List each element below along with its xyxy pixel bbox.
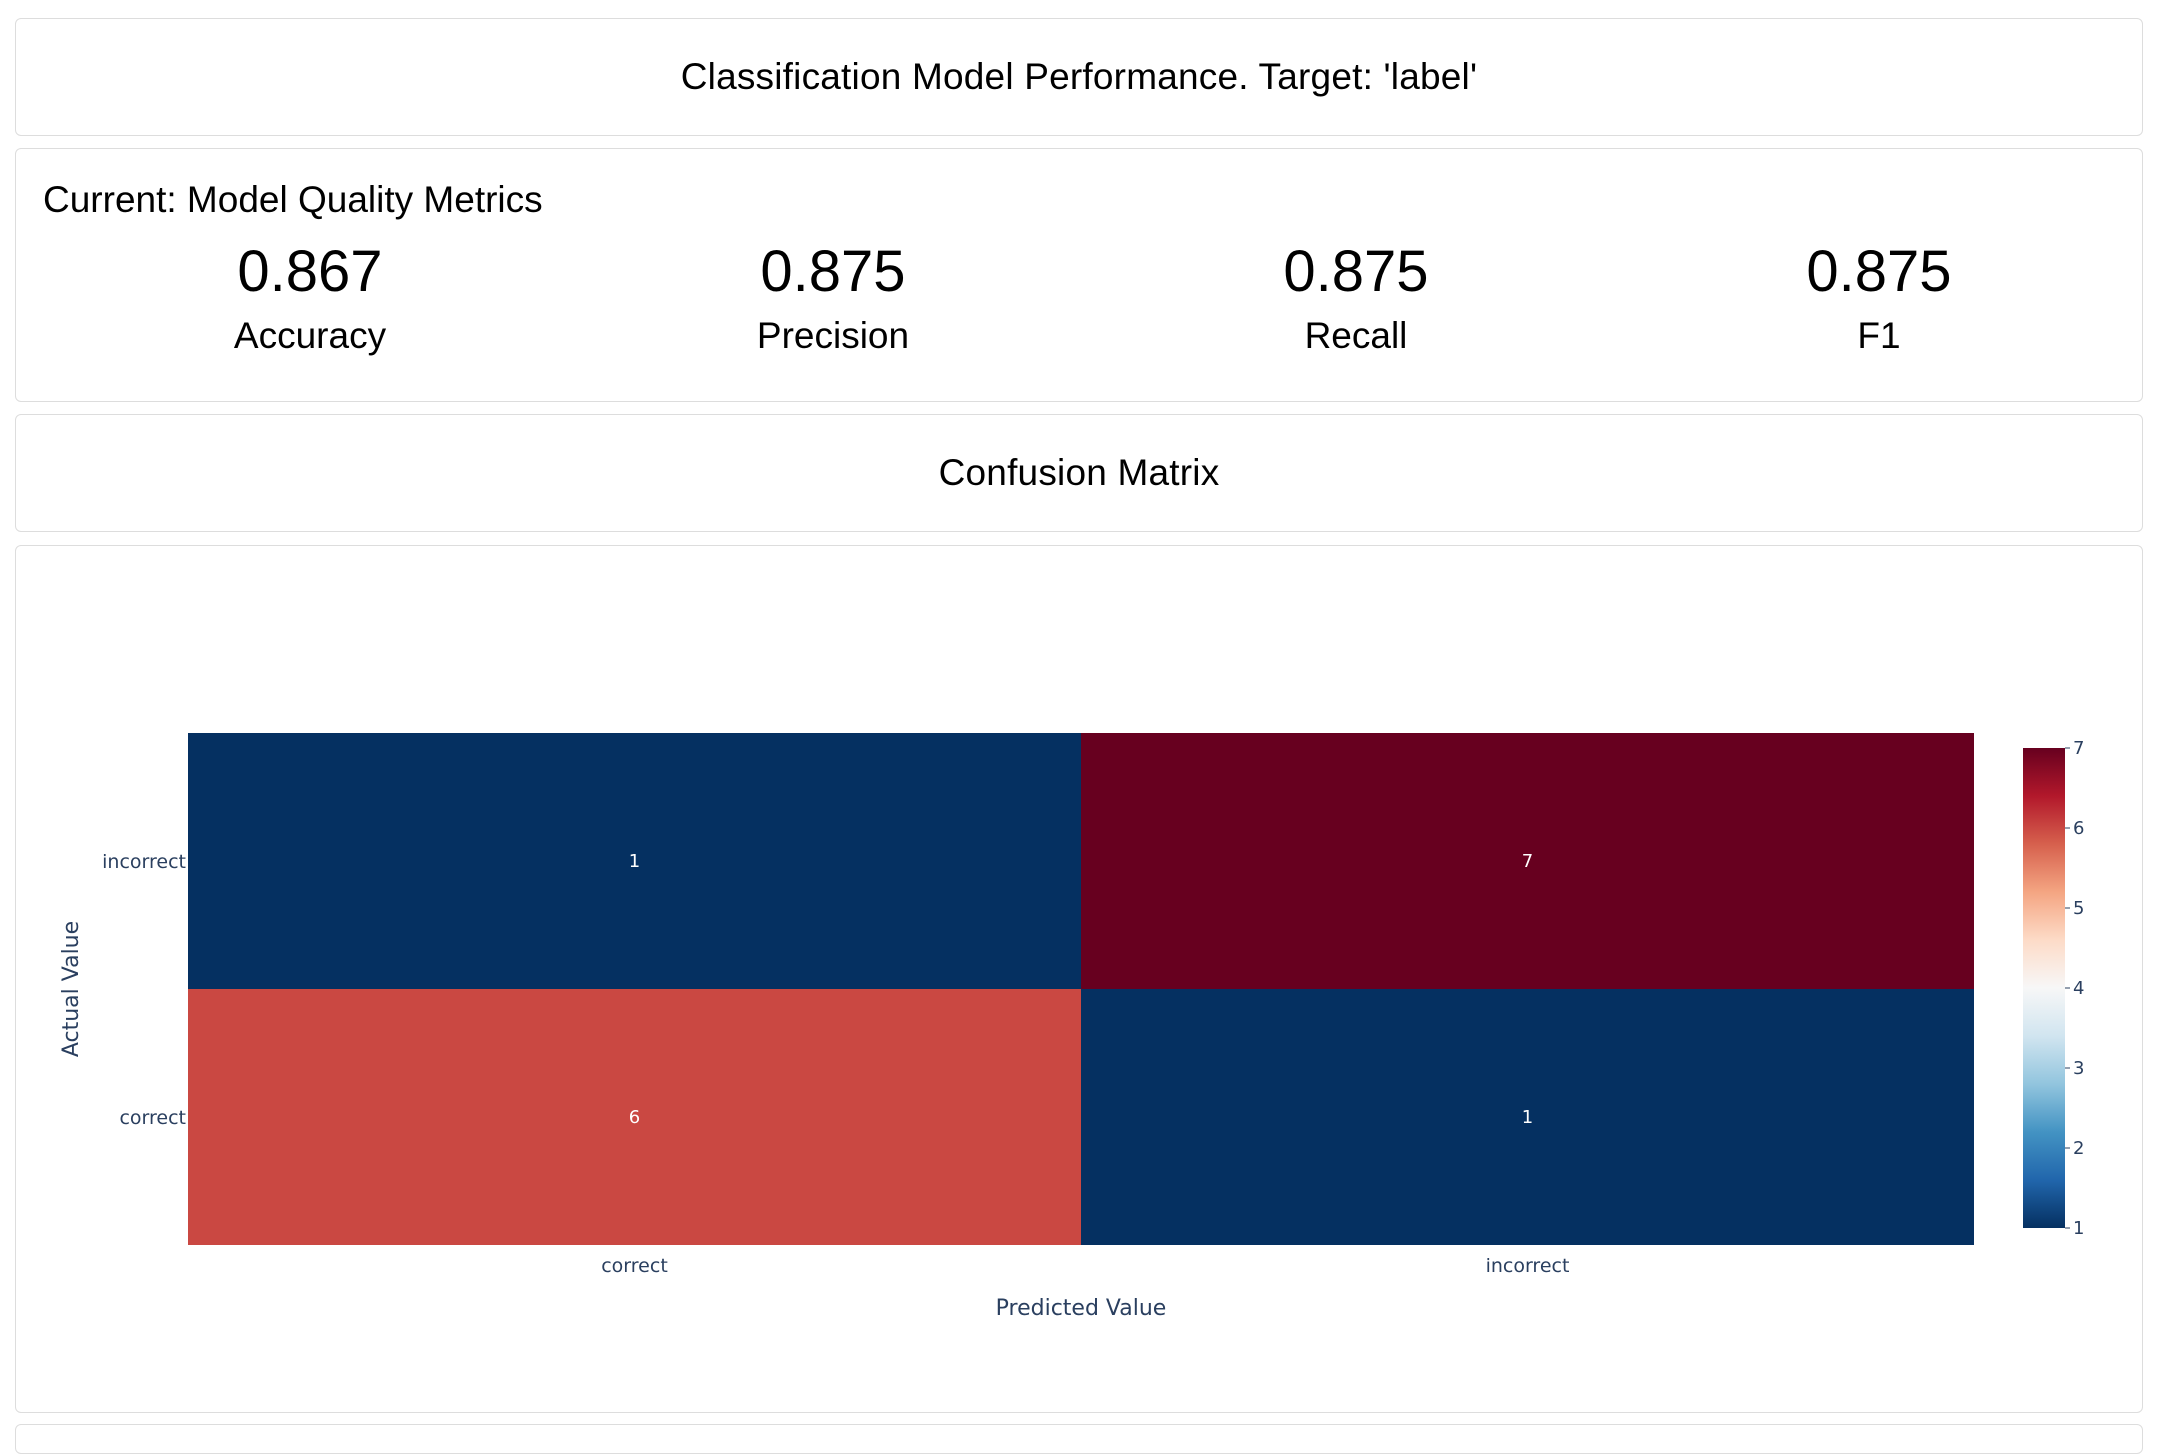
heatmap-cell[interactable] — [1081, 733, 1974, 989]
colorbar-tick-label: 7 — [2073, 738, 2084, 759]
metric-value: 0.867 — [237, 239, 383, 304]
confusion-matrix-title-card: Confusion Matrix — [15, 414, 2143, 532]
y-tick-label: correct — [119, 1107, 186, 1129]
confusion-matrix-chart-card: 6 1 1 7 correct incorrect correct incorrect Pred… — [15, 545, 2143, 1413]
heatmap-cell[interactable] — [1081, 989, 1974, 1245]
x-axis-title: Predicted Value — [996, 1296, 1167, 1321]
y-axis-title: Actual Value — [59, 921, 84, 1057]
colorbar-tick-label: 2 — [2073, 1138, 2084, 1159]
cell-value-label: 1 — [1522, 1107, 1533, 1128]
report-title-card: Classification Model Performance. Target… — [15, 18, 2143, 136]
metric-label: Accuracy — [233, 315, 387, 356]
confusion-matrix-heatmap[interactable]: 6 1 1 7 correct incorrect correct incorrect Pred… — [16, 546, 2142, 1412]
x-tick-label: incorrect — [1486, 1255, 1570, 1277]
metrics-heading: Current: Model Quality Metrics — [43, 179, 543, 220]
cell-value-label: 1 — [629, 851, 640, 872]
heatmap-cell[interactable] — [188, 733, 1081, 989]
metric-value: 0.875 — [760, 239, 906, 304]
colorbar-tick-label: 1 — [2073, 1218, 2084, 1239]
colorbar-tick-label: 5 — [2073, 898, 2084, 919]
metric-recall: 0.875 Recall — [1095, 237, 1617, 361]
report-title: Classification Model Performance. Target… — [680, 56, 1478, 97]
metric-precision: 0.875 Precision — [572, 237, 1094, 361]
colorbar-tick-label: 3 — [2073, 1058, 2084, 1079]
colorbar-tick-label: 6 — [2073, 818, 2084, 839]
metric-label: Precision — [756, 315, 910, 356]
cell-value-label: 7 — [1522, 851, 1533, 872]
next-card-edge — [15, 1424, 2143, 1454]
colorbar-tick-label: 4 — [2073, 978, 2084, 999]
heatmap-cell[interactable] — [188, 989, 1081, 1245]
y-tick-label: incorrect — [102, 851, 186, 873]
cell-value-label: 6 — [629, 1107, 640, 1128]
metric-label: Recall — [1304, 315, 1408, 356]
metric-accuracy: 0.867 Accuracy — [49, 237, 571, 361]
metrics-card: Current: Model Quality Metrics 0.867 Acc… — [15, 148, 2143, 402]
colorbar — [2023, 748, 2065, 1228]
metric-value: 0.875 — [1806, 239, 1952, 304]
confusion-matrix-title: Confusion Matrix — [938, 452, 1220, 493]
metric-value: 0.875 — [1283, 239, 1429, 304]
x-tick-label: correct — [601, 1255, 668, 1277]
metric-f1: 0.875 F1 — [1618, 237, 2140, 361]
metric-label: F1 — [1857, 315, 1901, 356]
